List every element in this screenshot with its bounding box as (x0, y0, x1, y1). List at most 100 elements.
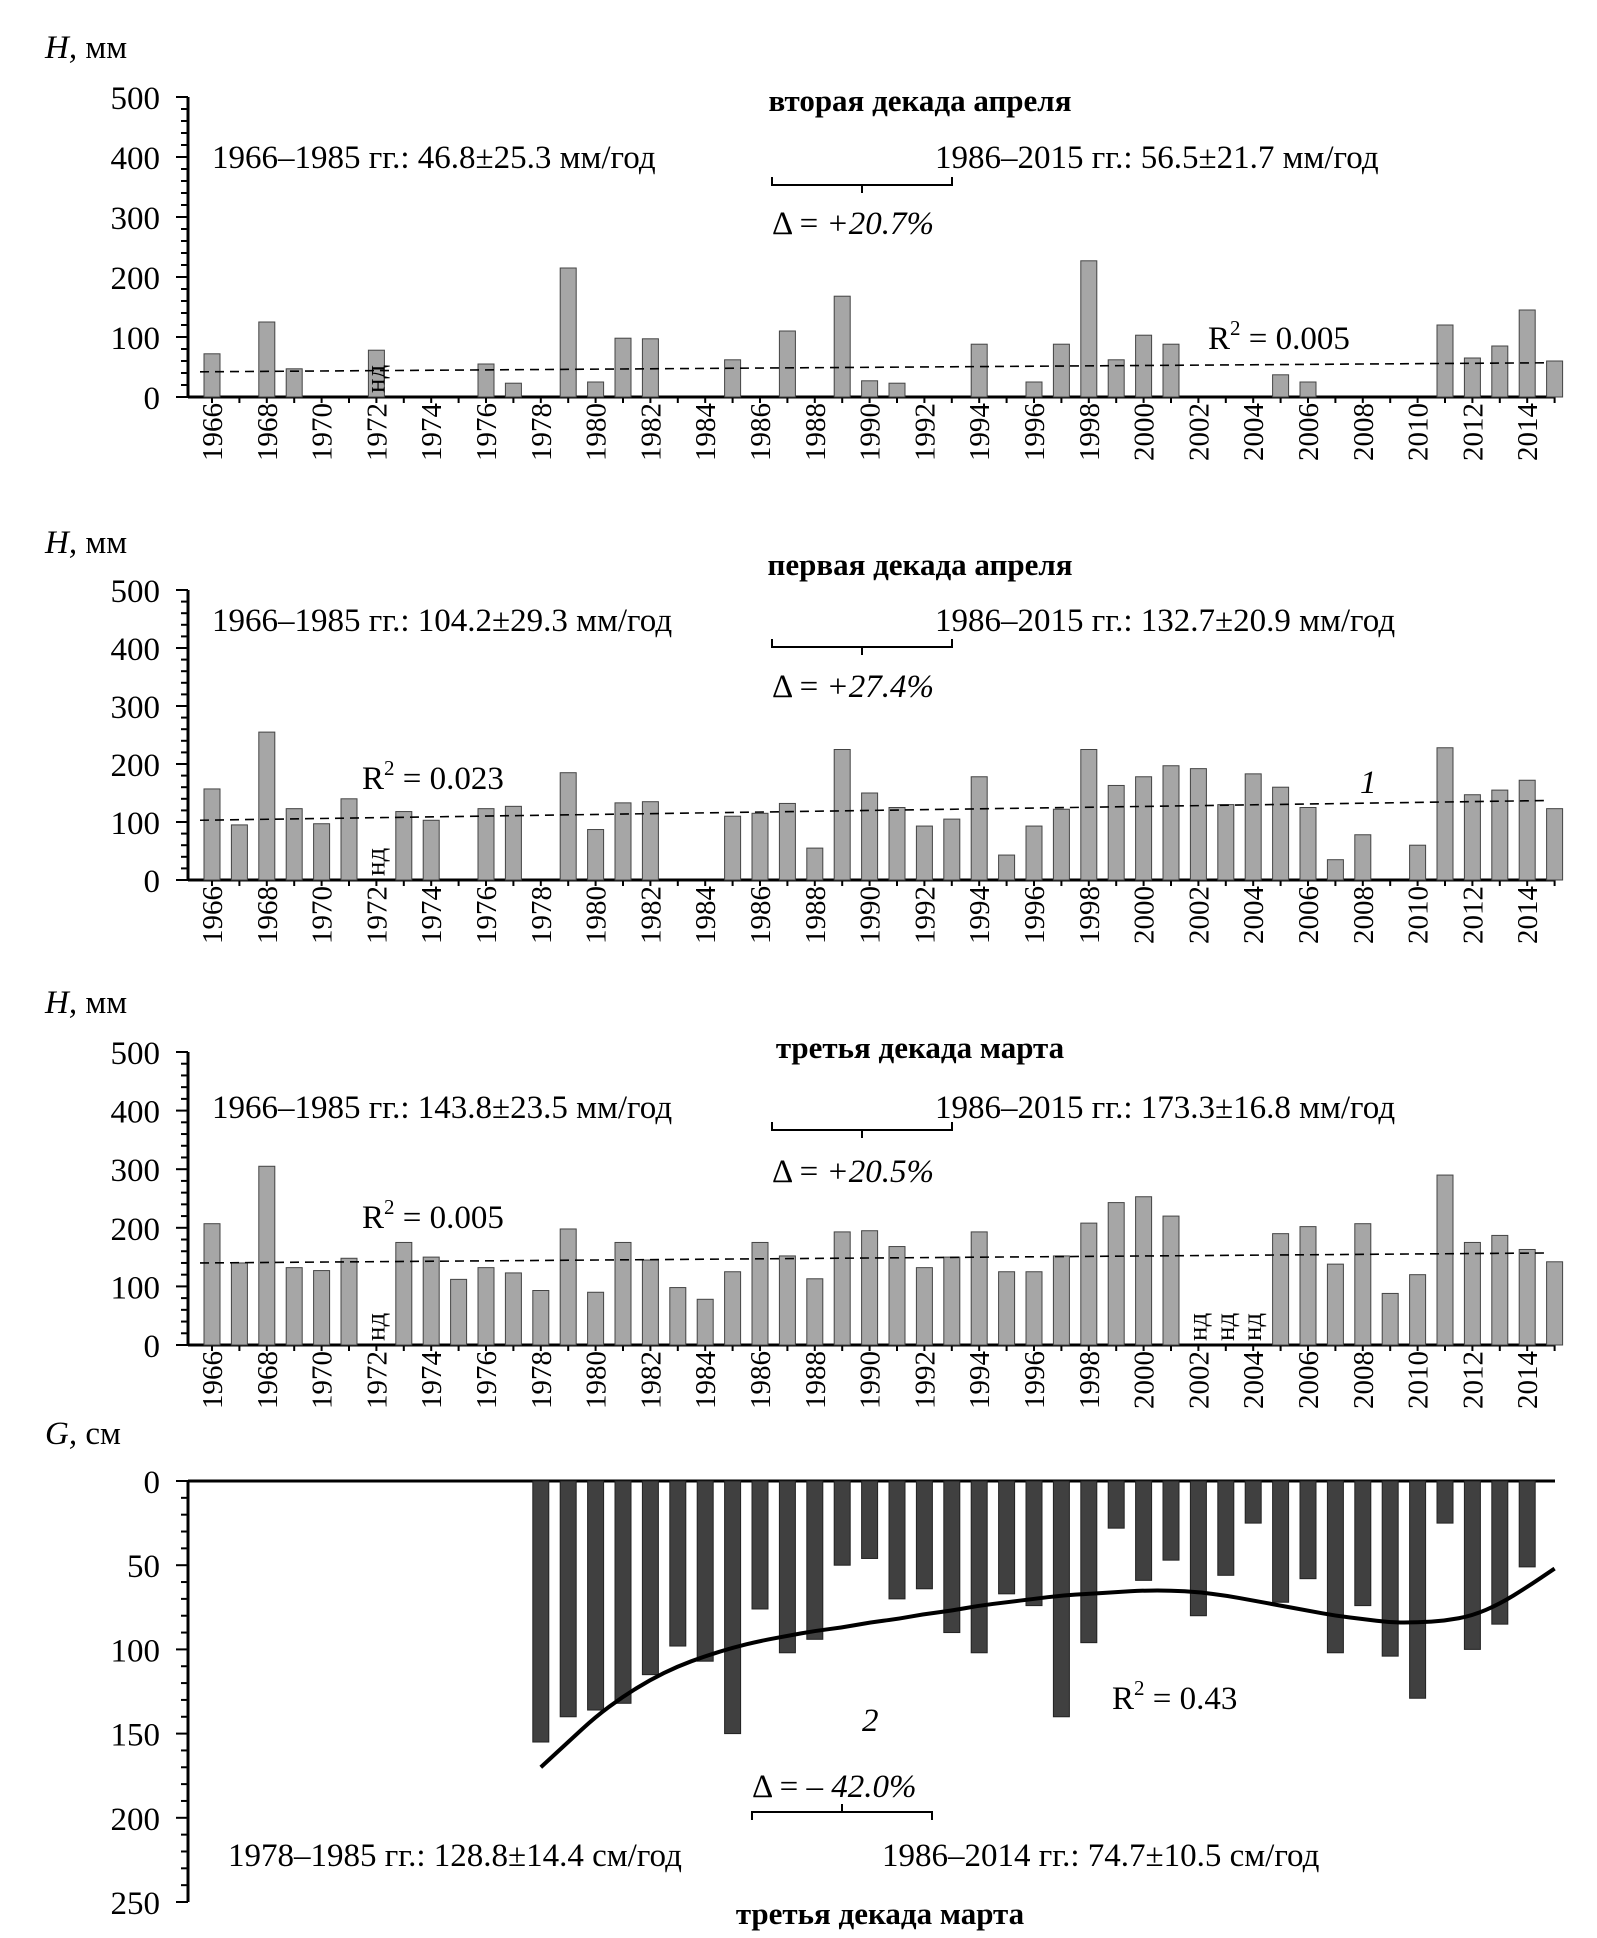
y-axis-unit-label: H, мм (44, 30, 127, 66)
bar-2008 (1354, 834, 1372, 881)
delta-prefix: Δ = (752, 1769, 807, 1805)
bar-1988 (806, 847, 824, 881)
bar-1978 (532, 1290, 550, 1346)
bar-1996 (1025, 825, 1043, 881)
y-tick-label: 50 (127, 1549, 160, 1585)
bar-1974 (422, 819, 440, 881)
bar-2013 (1491, 1234, 1509, 1346)
bar-1990 (861, 1230, 879, 1346)
comparison-bracket (751, 1804, 933, 1820)
x-tick-label: 1974 (416, 1351, 448, 1410)
bar-1967 (230, 824, 248, 881)
bar-1973 (395, 811, 413, 881)
bar-2000 (1135, 776, 1153, 881)
x-tick-label: 1968 (252, 886, 284, 944)
y-axis-unit: мм (77, 525, 127, 561)
bar-1966 (203, 788, 221, 881)
bar-2012 (1463, 1241, 1481, 1346)
bar-1980 (587, 829, 605, 881)
y-tick-label: 300 (111, 690, 161, 726)
bar-2003 (1217, 804, 1235, 881)
bar-2007 (1326, 1263, 1344, 1346)
bar-1997 (1052, 343, 1070, 398)
x-tick-label: 2002 (1183, 1351, 1215, 1409)
bar-2012 (1463, 794, 1481, 881)
bar-1972 (367, 349, 385, 398)
bar-2005 (1272, 1480, 1290, 1603)
bar-2010 (1409, 844, 1427, 881)
bar-2011 (1436, 747, 1454, 881)
bar-1969 (285, 1267, 303, 1346)
x-tick-label: 1976 (471, 1351, 503, 1409)
bar-1968 (258, 321, 276, 398)
x-tick-label: 2012 (1457, 1351, 1489, 1409)
bar-1989 (833, 1480, 851, 1566)
bar-1991 (888, 807, 906, 881)
bar-1995 (998, 854, 1016, 881)
x-tick-label: 2014 (1512, 403, 1544, 462)
nd-label: нд (1182, 1313, 1212, 1341)
comparison-bracket (771, 177, 953, 193)
bar-1994 (970, 343, 988, 398)
x-tick-label: 1980 (581, 403, 613, 461)
curve-number-label: 1 (1360, 765, 1377, 801)
bar-1983 (669, 1287, 687, 1346)
x-tick-label: 2008 (1348, 886, 1380, 944)
bar-1987 (778, 802, 796, 881)
r2-value: = 0.005 (1241, 321, 1350, 357)
bar-1990 (861, 380, 879, 398)
y-tick-label: 300 (111, 1153, 161, 1189)
x-tick-label: 1994 (964, 885, 996, 944)
bar-1977 (504, 805, 522, 881)
r2-label: R2 = 0.43 (1112, 1676, 1237, 1717)
bar-1982 (641, 1259, 659, 1346)
trend-line (199, 362, 1546, 373)
bar-1987 (778, 330, 796, 398)
x-tick-label: 1978 (526, 886, 558, 944)
x-tick-label: 1996 (1019, 886, 1051, 944)
bar-1984 (696, 1480, 714, 1662)
period2-stats: 1986–2015 гг.: 132.7±20.9 мм/год (935, 603, 1395, 639)
y-axis-unit-label: H, мм (44, 525, 127, 561)
bar-1990 (861, 792, 879, 881)
delta-value: +27.4% (827, 669, 935, 705)
x-tick-label: 1998 (1074, 403, 1106, 461)
y-axis-symbol: H, (44, 30, 77, 66)
y-tick-label: 100 (111, 1633, 161, 1669)
x-tick-label: 2006 (1293, 403, 1325, 461)
x-tick-label: 2012 (1457, 403, 1489, 461)
bar-2010 (1409, 1274, 1427, 1346)
bar-2013 (1491, 345, 1509, 398)
r2-value: = 0.43 (1145, 1681, 1238, 1717)
bar-1968 (258, 731, 276, 881)
bar-1994 (970, 776, 988, 881)
bar-1979 (559, 1480, 577, 1718)
delta-label: Δ = +20.5% (772, 1154, 934, 1190)
bar-2007 (1326, 859, 1344, 881)
bar-2006 (1299, 1480, 1317, 1580)
delta-value: – 42.0% (806, 1769, 917, 1805)
bar-2014 (1518, 1480, 1536, 1568)
bar-2012 (1463, 1480, 1481, 1650)
bar-1977 (504, 382, 522, 398)
r2-superscript: 2 (1134, 1676, 1145, 1700)
bar-2006 (1299, 1226, 1317, 1346)
curve-number-label: 2 (862, 1703, 879, 1739)
y-tick-label: 200 (111, 1802, 161, 1838)
x-tick-label: 1986 (745, 886, 777, 944)
bar-2002 (1189, 768, 1207, 881)
y-tick-label: 500 (111, 574, 161, 610)
bar-1967 (230, 1262, 248, 1346)
bar-1980 (587, 381, 605, 398)
period1-stats: 1966–1985 гг.: 104.2±29.3 мм/год (212, 603, 672, 639)
bar-1986 (751, 1480, 769, 1610)
bar-1991 (888, 382, 906, 398)
r2-value: = 0.005 (395, 1200, 504, 1236)
x-tick-label: 2006 (1293, 1351, 1325, 1409)
bar-2005 (1272, 786, 1290, 881)
bar-1993 (943, 1256, 961, 1346)
y-axis-unit-label: G, см (45, 1416, 121, 1452)
panel-title: первая декада апреля (767, 547, 1072, 582)
x-tick-label: 1982 (635, 1351, 667, 1409)
